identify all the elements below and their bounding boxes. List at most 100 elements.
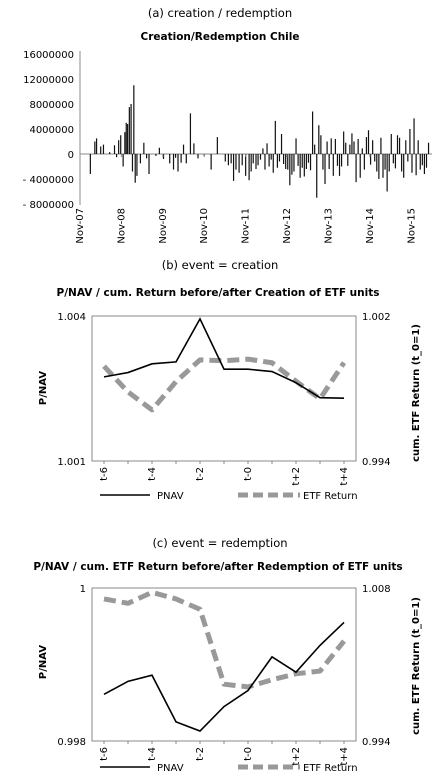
chart-c-legend: PNAV ETF Return (100, 763, 358, 774)
chart-c-y2label: cum. ETF Return (t_0=1) (411, 597, 422, 735)
chart-a-bar (338, 154, 341, 176)
chart-b-content: 1.004 1.001 1.002 0.994 t-6 t-4 t-2 t-0 t+2 t+4 (57, 312, 390, 486)
chart-a-bar (241, 154, 243, 166)
chart-a-bar (425, 154, 428, 168)
chart-a-bar (367, 130, 370, 154)
chart-a-bar (376, 154, 378, 172)
chart-a-bar (118, 140, 120, 154)
chart-a-y-ticks: 16000000 12000000 8000000 4000000 0 - 4000000… (23, 50, 74, 211)
chart-a-bar (155, 154, 157, 156)
chart-a-bar (230, 154, 232, 164)
chart-a-ytick-label: - 4000000 (23, 175, 74, 186)
chart-a-bar (347, 154, 349, 166)
chart-a-bar (238, 154, 240, 173)
chart-c-xtick-label: t-2 (195, 747, 206, 761)
chart-a-xtick-label: Nov-12 (282, 208, 293, 244)
chart-a-bar (264, 154, 266, 170)
chart-a-bar (174, 154, 177, 158)
chart-a-bar (386, 154, 388, 192)
chart-a-bar (197, 154, 199, 159)
chart-a-bar (148, 154, 150, 174)
chart-a-bar (295, 138, 297, 154)
chart-a-bar (409, 129, 411, 154)
chart-a-bar (162, 154, 165, 159)
chart-b-xtick-label: t+2 (291, 467, 302, 486)
chart-a-bar (301, 154, 303, 168)
chart-b-pnav-line (103, 317, 345, 399)
chart-a-bar (374, 154, 376, 162)
chart-a-ytick-label: 8000000 (29, 100, 74, 111)
chart-a-bar (125, 122, 127, 154)
chart-a-bar (427, 142, 430, 154)
chart-a-bar (180, 154, 182, 163)
chart-a-bar (407, 154, 409, 162)
chart-a-bar (351, 133, 353, 154)
chart-a-bar (287, 154, 289, 170)
chart-a-bar (280, 134, 283, 154)
chart-a-bar (193, 143, 195, 154)
chart-a-bar (172, 154, 175, 170)
chart-a-bar (382, 154, 384, 178)
chart-c-title: P/NAV / cum. ETF Return before/after Red… (33, 561, 402, 573)
chart-c-ytick-label: 0.998 (57, 737, 86, 748)
chart-a-bar (185, 154, 187, 164)
chart-a-bar (328, 154, 330, 169)
chart-a-bar (299, 154, 301, 178)
chart-a-bar (378, 154, 380, 179)
panel-a: (a) creation / redemption Creation/Redem… (23, 6, 432, 244)
chart-c-ylabel: P/NAV (38, 645, 49, 679)
chart-a-bar (100, 146, 102, 154)
chart-a-bar (401, 154, 403, 172)
chart-c-plot-frame (91, 587, 357, 742)
chart-a-bar (297, 154, 299, 166)
caption-b: (b) event = creation (162, 258, 279, 272)
chart-a-ytick-label: 16000000 (23, 50, 74, 61)
chart-a-bar (365, 137, 368, 154)
chart-a-bar (322, 154, 324, 170)
caption-a: (a) creation / redemption (148, 6, 292, 20)
legend-c-etf-label: ETF Return (303, 763, 358, 774)
chart-a-bar (122, 154, 124, 167)
chart-a-bar (232, 154, 235, 181)
chart-b-ylabel: P/NAV (38, 371, 49, 405)
chart-a-bar (413, 118, 415, 154)
chart-a-bar (421, 154, 423, 166)
chart-a-bar (109, 152, 111, 154)
chart-b-ytick-label: 1.004 (57, 312, 86, 323)
chart-a-bar (411, 154, 413, 173)
chart-c-xtick-label: t+2 (291, 747, 302, 766)
chart-a-bar (357, 139, 359, 154)
chart-b-ytick-label: 1.001 (57, 457, 86, 468)
chart-a-bar (293, 154, 295, 172)
chart-b-etf-return-line (102, 356, 347, 413)
chart-a-bar (340, 154, 343, 167)
chart-b-y2label: cum. ETF Return (t_0=1) (411, 324, 422, 462)
chart-c-xtick-label: t-4 (147, 747, 158, 761)
chart-a-xtick-label: Nov-10 (199, 208, 210, 244)
chart-a-bar (115, 154, 118, 158)
legend-b-etf-label: ETF Return (303, 491, 358, 502)
chart-a-bar (177, 154, 179, 172)
chart-a-bar (398, 137, 401, 154)
chart-a-bar (248, 154, 250, 181)
chart-c-xtick-label: t-0 (243, 747, 254, 761)
chart-a-bar (210, 154, 212, 170)
chart-a-bar (390, 134, 392, 154)
chart-a-bar (95, 138, 98, 154)
chart-a-bar (182, 144, 185, 154)
chart-a-bar (283, 154, 285, 164)
chart-a-bar (120, 135, 122, 154)
chart-a-bar (415, 154, 417, 176)
chart-a-bar (311, 111, 314, 154)
chart-a-bar (318, 125, 320, 154)
chart-a-bar (224, 154, 226, 162)
chart-a-xtick-label: Nov-14 (365, 208, 376, 244)
chart-a-title: Creation/Redemption Chile (141, 31, 300, 43)
chart-b-title: P/NAV / cum. Return before/after Creatio… (57, 287, 380, 299)
chart-a-xtick-label: Nov-08 (116, 208, 127, 244)
chart-a-bar (349, 144, 351, 154)
chart-a-bar (124, 132, 126, 154)
chart-a-bar (361, 148, 363, 154)
chart-a-xtick-label: Nov-07 (75, 208, 86, 244)
chart-a-bar (353, 141, 355, 154)
